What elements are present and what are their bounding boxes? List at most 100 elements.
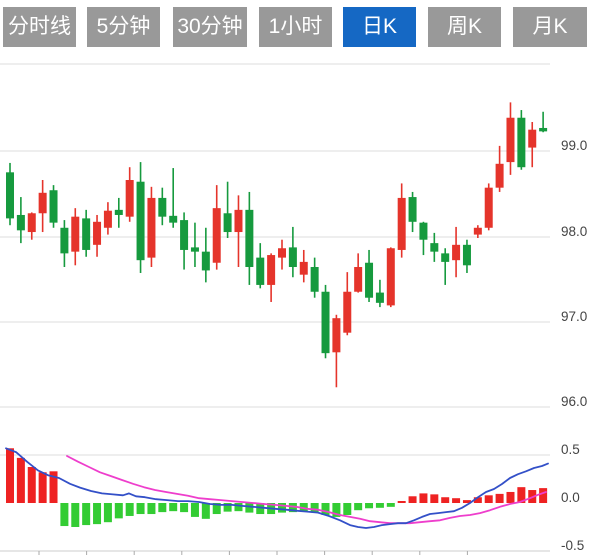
candle-up bbox=[506, 117, 515, 163]
candle-down bbox=[16, 214, 25, 231]
macd-bar-negative bbox=[256, 503, 265, 515]
candle-down bbox=[408, 197, 417, 222]
candle-down bbox=[60, 227, 69, 254]
macd-bar-negative bbox=[103, 503, 112, 523]
candle-up bbox=[234, 209, 243, 233]
candle-down bbox=[136, 181, 145, 261]
price-axis-label: 96.0 bbox=[561, 394, 587, 409]
macd-bar-positive bbox=[495, 493, 504, 503]
macd-bar-negative bbox=[93, 503, 102, 525]
macd-bar-negative bbox=[223, 503, 232, 512]
macd-bar-negative bbox=[245, 503, 254, 513]
macd-bar-negative bbox=[375, 503, 384, 508]
macd-bar-positive bbox=[462, 500, 471, 503]
candle-up bbox=[484, 187, 493, 228]
tab-1hour[interactable]: 1小时 bbox=[259, 7, 332, 47]
macd-bar-negative bbox=[354, 503, 363, 511]
candle-down bbox=[158, 197, 167, 217]
dea-line bbox=[66, 455, 547, 525]
candle-up bbox=[397, 197, 406, 250]
macd-bar-positive bbox=[27, 467, 36, 503]
candle-down bbox=[517, 117, 526, 168]
candle-down bbox=[180, 220, 189, 250]
candle-down bbox=[321, 291, 330, 354]
candle-down bbox=[365, 262, 374, 298]
candle-down bbox=[430, 243, 439, 252]
macd-bar-positive bbox=[539, 488, 548, 503]
dif-line bbox=[5, 447, 549, 529]
candle-up bbox=[386, 248, 395, 306]
macd-bar-negative bbox=[158, 503, 167, 513]
tab-monthly-k[interactable]: 月K bbox=[513, 7, 587, 47]
macd-bar-positive bbox=[441, 497, 450, 503]
macd-bar-positive bbox=[517, 487, 526, 503]
candle-up bbox=[495, 163, 504, 188]
indicator-axis-label: -0.5 bbox=[561, 538, 584, 553]
macd-bar-negative bbox=[212, 503, 221, 515]
macd-bar-positive bbox=[408, 496, 417, 503]
candle-up bbox=[332, 318, 341, 353]
candle-up bbox=[528, 129, 537, 148]
macd-bar-positive bbox=[473, 497, 482, 503]
macd-bar-negative bbox=[82, 503, 91, 526]
candle-up bbox=[27, 213, 36, 233]
candle-up bbox=[212, 208, 221, 263]
macd-bar-negative bbox=[201, 503, 210, 519]
candle-up bbox=[93, 221, 102, 245]
macd-bar-positive bbox=[16, 457, 25, 503]
macd-bar-negative bbox=[310, 503, 319, 513]
indicator-axis-label: 0.0 bbox=[561, 490, 580, 505]
macd-bar-negative bbox=[125, 503, 134, 516]
candle-up bbox=[452, 244, 461, 261]
candle-down bbox=[223, 213, 232, 233]
price-axis-label: 97.0 bbox=[561, 309, 587, 324]
candle-up bbox=[354, 267, 363, 292]
tab-timeline[interactable]: 分时线 bbox=[3, 7, 76, 47]
candle-down bbox=[201, 251, 210, 271]
macd-bar-negative bbox=[180, 503, 189, 513]
candle-down bbox=[539, 127, 548, 132]
candle-up bbox=[71, 216, 80, 252]
macd-bar-negative bbox=[343, 503, 352, 515]
macd-bar-negative bbox=[365, 503, 374, 509]
period-tabbar: 分时线 5分钟 30分钟 1小时 日K 周K 月K bbox=[0, 7, 601, 47]
macd-bar-negative bbox=[147, 503, 156, 515]
macd-bar-positive bbox=[452, 498, 461, 503]
price-axis-label: 98.0 bbox=[561, 224, 587, 239]
candle-down bbox=[245, 209, 254, 268]
candle-up bbox=[125, 180, 134, 217]
macd-bar-negative bbox=[114, 503, 123, 519]
tab-5min[interactable]: 5分钟 bbox=[87, 7, 160, 47]
candle-down bbox=[169, 215, 178, 223]
macd-bar-positive bbox=[49, 471, 58, 503]
candle-down bbox=[441, 253, 450, 262]
tab-daily-k[interactable]: 日K bbox=[343, 7, 416, 47]
tab-weekly-k[interactable]: 周K bbox=[428, 7, 501, 47]
macd-bar-negative bbox=[332, 503, 341, 517]
tab-30min[interactable]: 30分钟 bbox=[173, 7, 247, 47]
candle-down bbox=[190, 247, 199, 252]
candle-up bbox=[278, 248, 286, 258]
candle-up bbox=[473, 227, 482, 235]
macd-bar-positive bbox=[506, 491, 515, 503]
macd-bar-negative bbox=[321, 503, 330, 515]
candle-down bbox=[6, 172, 14, 219]
candle-down bbox=[288, 247, 297, 268]
macd-bar-positive bbox=[430, 494, 439, 503]
macd-bar-negative bbox=[288, 503, 297, 513]
price-axis-label: 99.0 bbox=[561, 138, 587, 153]
candle-down bbox=[462, 244, 471, 266]
macd-bar-negative bbox=[190, 503, 199, 517]
candle-up bbox=[38, 192, 47, 214]
macd-bar-negative bbox=[71, 503, 80, 527]
macd-bar-negative bbox=[278, 503, 286, 513]
candle-down bbox=[419, 222, 428, 240]
macd-bar-positive bbox=[397, 501, 406, 503]
macd-bar-positive bbox=[419, 493, 428, 503]
candle-down bbox=[114, 209, 123, 215]
macd-bar-negative bbox=[169, 503, 178, 512]
macd-bar-negative bbox=[386, 503, 395, 507]
candle-up bbox=[147, 197, 156, 258]
